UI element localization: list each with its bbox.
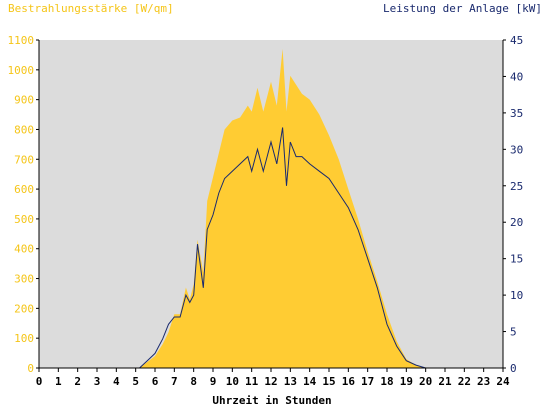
left-axis-title: Bestrahlungsstärke [W/qm] (8, 2, 174, 15)
x-tick-label: 12 (264, 375, 277, 388)
right-tick-label: 30 (510, 143, 523, 156)
x-tick-label: 6 (152, 375, 159, 388)
right-tick-label: 45 (510, 34, 523, 47)
right-tick-label: 40 (510, 70, 523, 83)
right-tick-label: 15 (510, 253, 523, 266)
x-tick-label: 19 (400, 375, 413, 388)
left-tick-label: 200 (14, 302, 34, 315)
left-tick-label: 700 (14, 153, 34, 166)
right-axis-title: Leistung der Anlage [kW] (383, 2, 542, 15)
left-tick-label: 100 (14, 332, 34, 345)
x-tick-label: 21 (438, 375, 452, 388)
left-tick-label: 800 (14, 123, 34, 136)
x-tick-label: 14 (303, 375, 317, 388)
left-tick-label: 600 (14, 183, 34, 196)
x-tick-label: 23 (477, 375, 490, 388)
power-line (39, 127, 503, 369)
right-tick-label: 5 (510, 326, 517, 339)
x-tick-label: 0 (36, 375, 43, 388)
x-tick-label: 2 (74, 375, 81, 388)
right-tick-label: 10 (510, 289, 523, 302)
x-tick-label: 1 (55, 375, 62, 388)
right-tick-label: 25 (510, 180, 523, 193)
x-tick-label: 17 (361, 375, 374, 388)
left-tick-label: 0 (27, 362, 34, 375)
right-tick-label: 35 (510, 107, 523, 120)
x-tick-label: 13 (284, 375, 297, 388)
x-tick-label: 16 (342, 375, 356, 388)
x-tick-label: 18 (380, 375, 393, 388)
x-tick-label: 9 (210, 375, 217, 388)
left-tick-label: 1100 (8, 34, 35, 47)
x-tick-label: 7 (171, 375, 178, 388)
left-tick-label: 900 (14, 94, 34, 107)
right-tick-label: 20 (510, 216, 523, 229)
x-tick-label: 24 (496, 375, 510, 388)
x-tick-label: 22 (458, 375, 471, 388)
left-tick-label: 1000 (8, 64, 35, 77)
x-axis-title: Uhrzeit in Stunden (212, 394, 332, 407)
left-tick-label: 500 (14, 213, 34, 226)
x-tick-label: 8 (190, 375, 197, 388)
x-tick-label: 3 (94, 375, 101, 388)
right-tick-label: 0 (510, 362, 517, 375)
x-tick-label: 4 (113, 375, 120, 388)
left-tick-label: 400 (14, 243, 34, 256)
left-tick-label: 300 (14, 273, 34, 286)
x-tick-label: 15 (322, 375, 335, 388)
x-tick-label: 5 (132, 375, 139, 388)
irradiance-area (139, 48, 426, 369)
x-tick-label: 20 (419, 375, 432, 388)
x-tick-label: 11 (245, 375, 259, 388)
x-tick-label: 10 (226, 375, 239, 388)
